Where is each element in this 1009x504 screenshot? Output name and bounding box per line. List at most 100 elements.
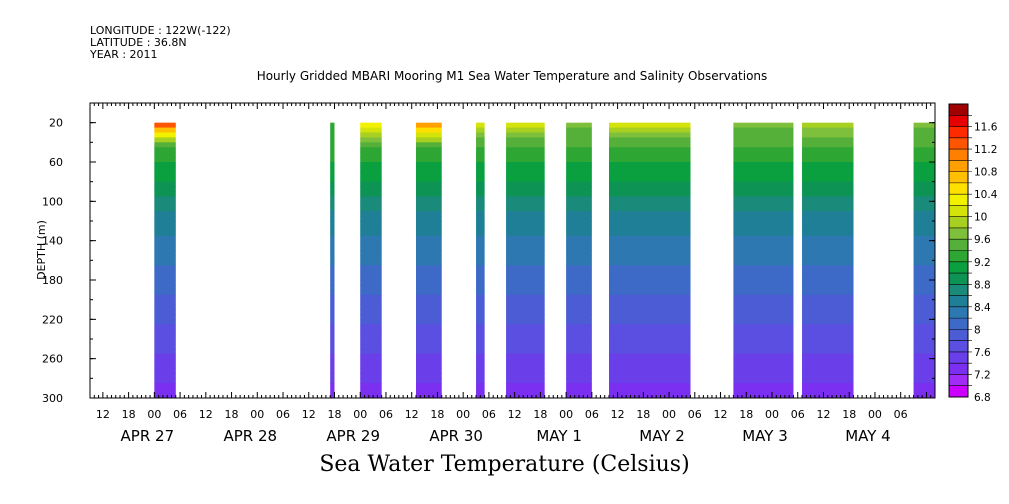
- colorbar-swatch: [949, 306, 968, 319]
- contour-band: [360, 314, 382, 320]
- contour-band: [154, 142, 176, 148]
- contour-band: [415, 152, 442, 158]
- contour-band: [913, 260, 935, 266]
- contour-band: [360, 265, 382, 271]
- contour-band: [506, 363, 545, 369]
- x-tick-label: 06: [585, 408, 599, 421]
- contour-band: [506, 132, 545, 138]
- colorbar-swatch: [949, 182, 968, 195]
- contour-band: [609, 127, 691, 133]
- contour-band: [609, 255, 691, 261]
- contour-band: [415, 132, 442, 138]
- contour-band: [566, 137, 592, 143]
- contour-band: [913, 152, 935, 158]
- contour-band: [360, 304, 382, 310]
- y-tick-label: 300: [42, 392, 63, 405]
- contour-band: [476, 137, 485, 143]
- contour-band: [154, 299, 176, 306]
- contour-band: [360, 230, 382, 237]
- y-tick-label: 220: [42, 313, 63, 326]
- contour-band: [566, 166, 592, 173]
- x-tick-label: 00: [662, 408, 676, 421]
- contour-band: [566, 235, 592, 242]
- colorbar-swatch: [949, 216, 968, 229]
- contour-band: [360, 358, 382, 365]
- contour-band: [476, 348, 485, 355]
- contour-band: [360, 250, 382, 256]
- contour-band: [566, 240, 592, 247]
- contour-band: [566, 230, 592, 237]
- contour-band: [913, 157, 935, 163]
- contour-band: [609, 166, 691, 173]
- contour-band: [415, 343, 442, 350]
- contour-band: [913, 319, 935, 325]
- contour-band: [360, 343, 382, 350]
- contour-band: [802, 343, 854, 350]
- contour-band: [330, 334, 335, 340]
- contour-band: [330, 206, 335, 212]
- contour-band: [609, 230, 691, 237]
- contour-band: [609, 309, 691, 315]
- contour-band: [913, 294, 935, 301]
- contour-band: [330, 319, 335, 325]
- x-tick-label: 06: [276, 408, 290, 421]
- contour-band: [476, 358, 485, 365]
- contour-band: [566, 373, 592, 379]
- contour-band: [566, 162, 592, 168]
- contour-band: [802, 152, 854, 158]
- contour-band: [476, 162, 485, 168]
- contour-band: [330, 348, 335, 355]
- contour-band: [733, 378, 794, 384]
- contour-band: [566, 142, 592, 148]
- contour-band: [802, 225, 854, 232]
- contour-band: [609, 221, 691, 227]
- contour-band: [506, 280, 545, 286]
- contour-band: [330, 166, 335, 173]
- contour-band: [476, 147, 485, 153]
- contour-band: [609, 275, 691, 281]
- contour-band: [360, 132, 382, 138]
- contour-band: [476, 353, 485, 360]
- contour-band: [733, 171, 794, 178]
- contour-band: [154, 383, 176, 389]
- contour-band: [566, 201, 592, 207]
- contour-band: [802, 127, 854, 133]
- contour-band: [733, 137, 794, 143]
- contour-band: [476, 388, 485, 394]
- x-tick-label: 18: [327, 408, 341, 421]
- contour-band: [360, 334, 382, 340]
- colorbar-swatch: [949, 250, 968, 263]
- contour-band: [360, 235, 382, 242]
- contour-band: [566, 216, 592, 222]
- contour-band: [415, 324, 442, 330]
- contour-band: [415, 358, 442, 365]
- contour-band: [154, 201, 176, 207]
- contour-band: [609, 211, 691, 217]
- contour-band: [330, 378, 335, 384]
- contour-band: [330, 245, 335, 251]
- contour-band: [154, 270, 176, 276]
- contour-band: [154, 157, 176, 163]
- colorbar-label: 9.6: [974, 234, 991, 246]
- contour-band: [476, 284, 485, 291]
- contour-band: [609, 191, 691, 197]
- contour-band: [360, 260, 382, 266]
- contour-band: [802, 334, 854, 340]
- contour-band: [609, 304, 691, 310]
- contour-band: [913, 235, 935, 242]
- contour-band: [566, 211, 592, 217]
- colorbar-swatch: [949, 149, 968, 161]
- contour-band: [802, 211, 854, 217]
- contour-band: [154, 211, 176, 217]
- contour-band: [154, 255, 176, 261]
- contour-band: [802, 275, 854, 281]
- y-tick-label: 140: [42, 235, 63, 248]
- contour-band: [913, 348, 935, 355]
- contour-band: [415, 211, 442, 217]
- contour-band: [802, 122, 854, 129]
- x-tick-label: 12: [302, 408, 316, 421]
- contour-band: [913, 373, 935, 379]
- contour-band: [609, 334, 691, 340]
- contour-band: [360, 196, 382, 202]
- contour-band: [476, 221, 485, 227]
